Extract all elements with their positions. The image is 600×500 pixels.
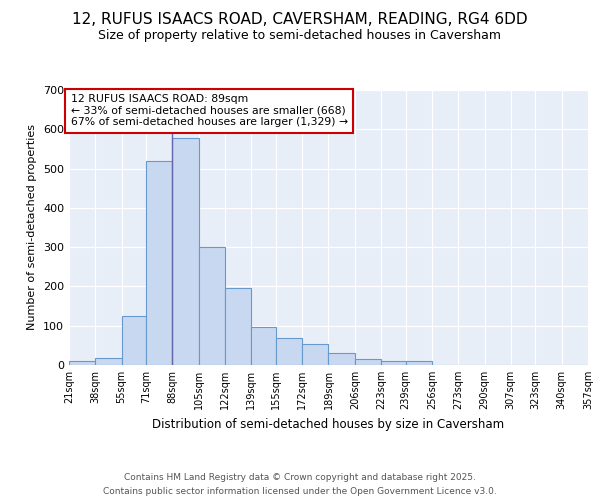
Bar (302, 344, 329, 365)
Text: Contains public sector information licensed under the Open Government Licence v3: Contains public sector information licen… (103, 488, 497, 496)
Text: 12 RUFUS ISAACS ROAD: 89sqm
← 33% of semi-detached houses are smaller (668)
67% : 12 RUFUS ISAACS ROAD: 89sqm ← 33% of sem… (71, 94, 347, 127)
Text: Contains HM Land Registry data © Crown copyright and database right 2025.: Contains HM Land Registry data © Crown c… (124, 472, 476, 482)
Bar (355, 359, 381, 365)
Bar (251, 327, 276, 365)
Bar (381, 360, 406, 365)
X-axis label: Distribution of semi-detached houses by size in Caversham: Distribution of semi-detached houses by … (152, 418, 505, 430)
Bar (406, 362, 432, 365)
Bar (95, 358, 122, 365)
Bar (225, 288, 251, 365)
Bar (329, 353, 355, 365)
Bar (146, 160, 172, 365)
Bar (276, 338, 302, 365)
Bar (172, 138, 199, 365)
Text: 12, RUFUS ISAACS ROAD, CAVERSHAM, READING, RG4 6DD: 12, RUFUS ISAACS ROAD, CAVERSHAM, READIN… (72, 12, 528, 28)
Text: Size of property relative to semi-detached houses in Caversham: Size of property relative to semi-detach… (98, 29, 502, 42)
Bar (199, 247, 225, 365)
Y-axis label: Number of semi-detached properties: Number of semi-detached properties (28, 124, 37, 330)
Bar (69, 361, 95, 365)
Bar (122, 316, 146, 365)
